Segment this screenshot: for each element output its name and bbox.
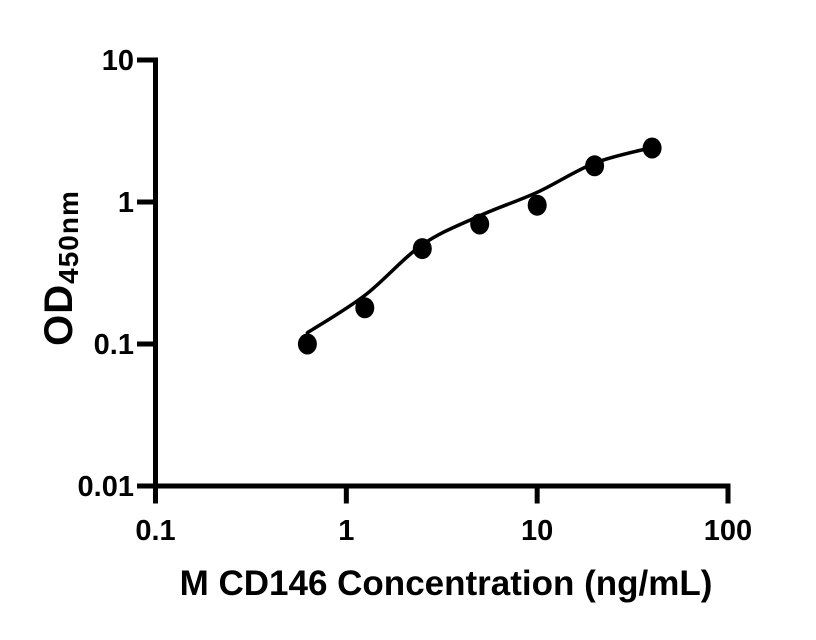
- x-tick-label: 100: [704, 515, 752, 547]
- data-point: [355, 297, 375, 319]
- data-point: [585, 155, 605, 177]
- y-axis-title-subscript: 450nm: [53, 190, 84, 284]
- data-point: [470, 213, 490, 235]
- axes: [153, 57, 731, 489]
- y-axis-title: OD450nm: [37, 190, 85, 346]
- y-axis-title-main: OD: [37, 283, 81, 346]
- x-tick-label: 10: [521, 515, 553, 547]
- x-tick-label: 0.1: [135, 515, 175, 547]
- data-point: [642, 137, 662, 159]
- x-tick-label: 1: [338, 515, 354, 547]
- data-points: [297, 137, 662, 355]
- y-tick-label: 1: [118, 187, 134, 219]
- y-tick-label: 10: [102, 45, 134, 77]
- y-tick-label: 0.1: [94, 329, 134, 361]
- x-axis-title: M CD146 Concentration (ng/mL): [179, 564, 713, 603]
- data-point: [412, 238, 432, 260]
- axis-ticks: [137, 57, 731, 504]
- data-point: [527, 194, 547, 216]
- data-point: [297, 333, 317, 355]
- y-tick-label: 0.01: [78, 471, 134, 503]
